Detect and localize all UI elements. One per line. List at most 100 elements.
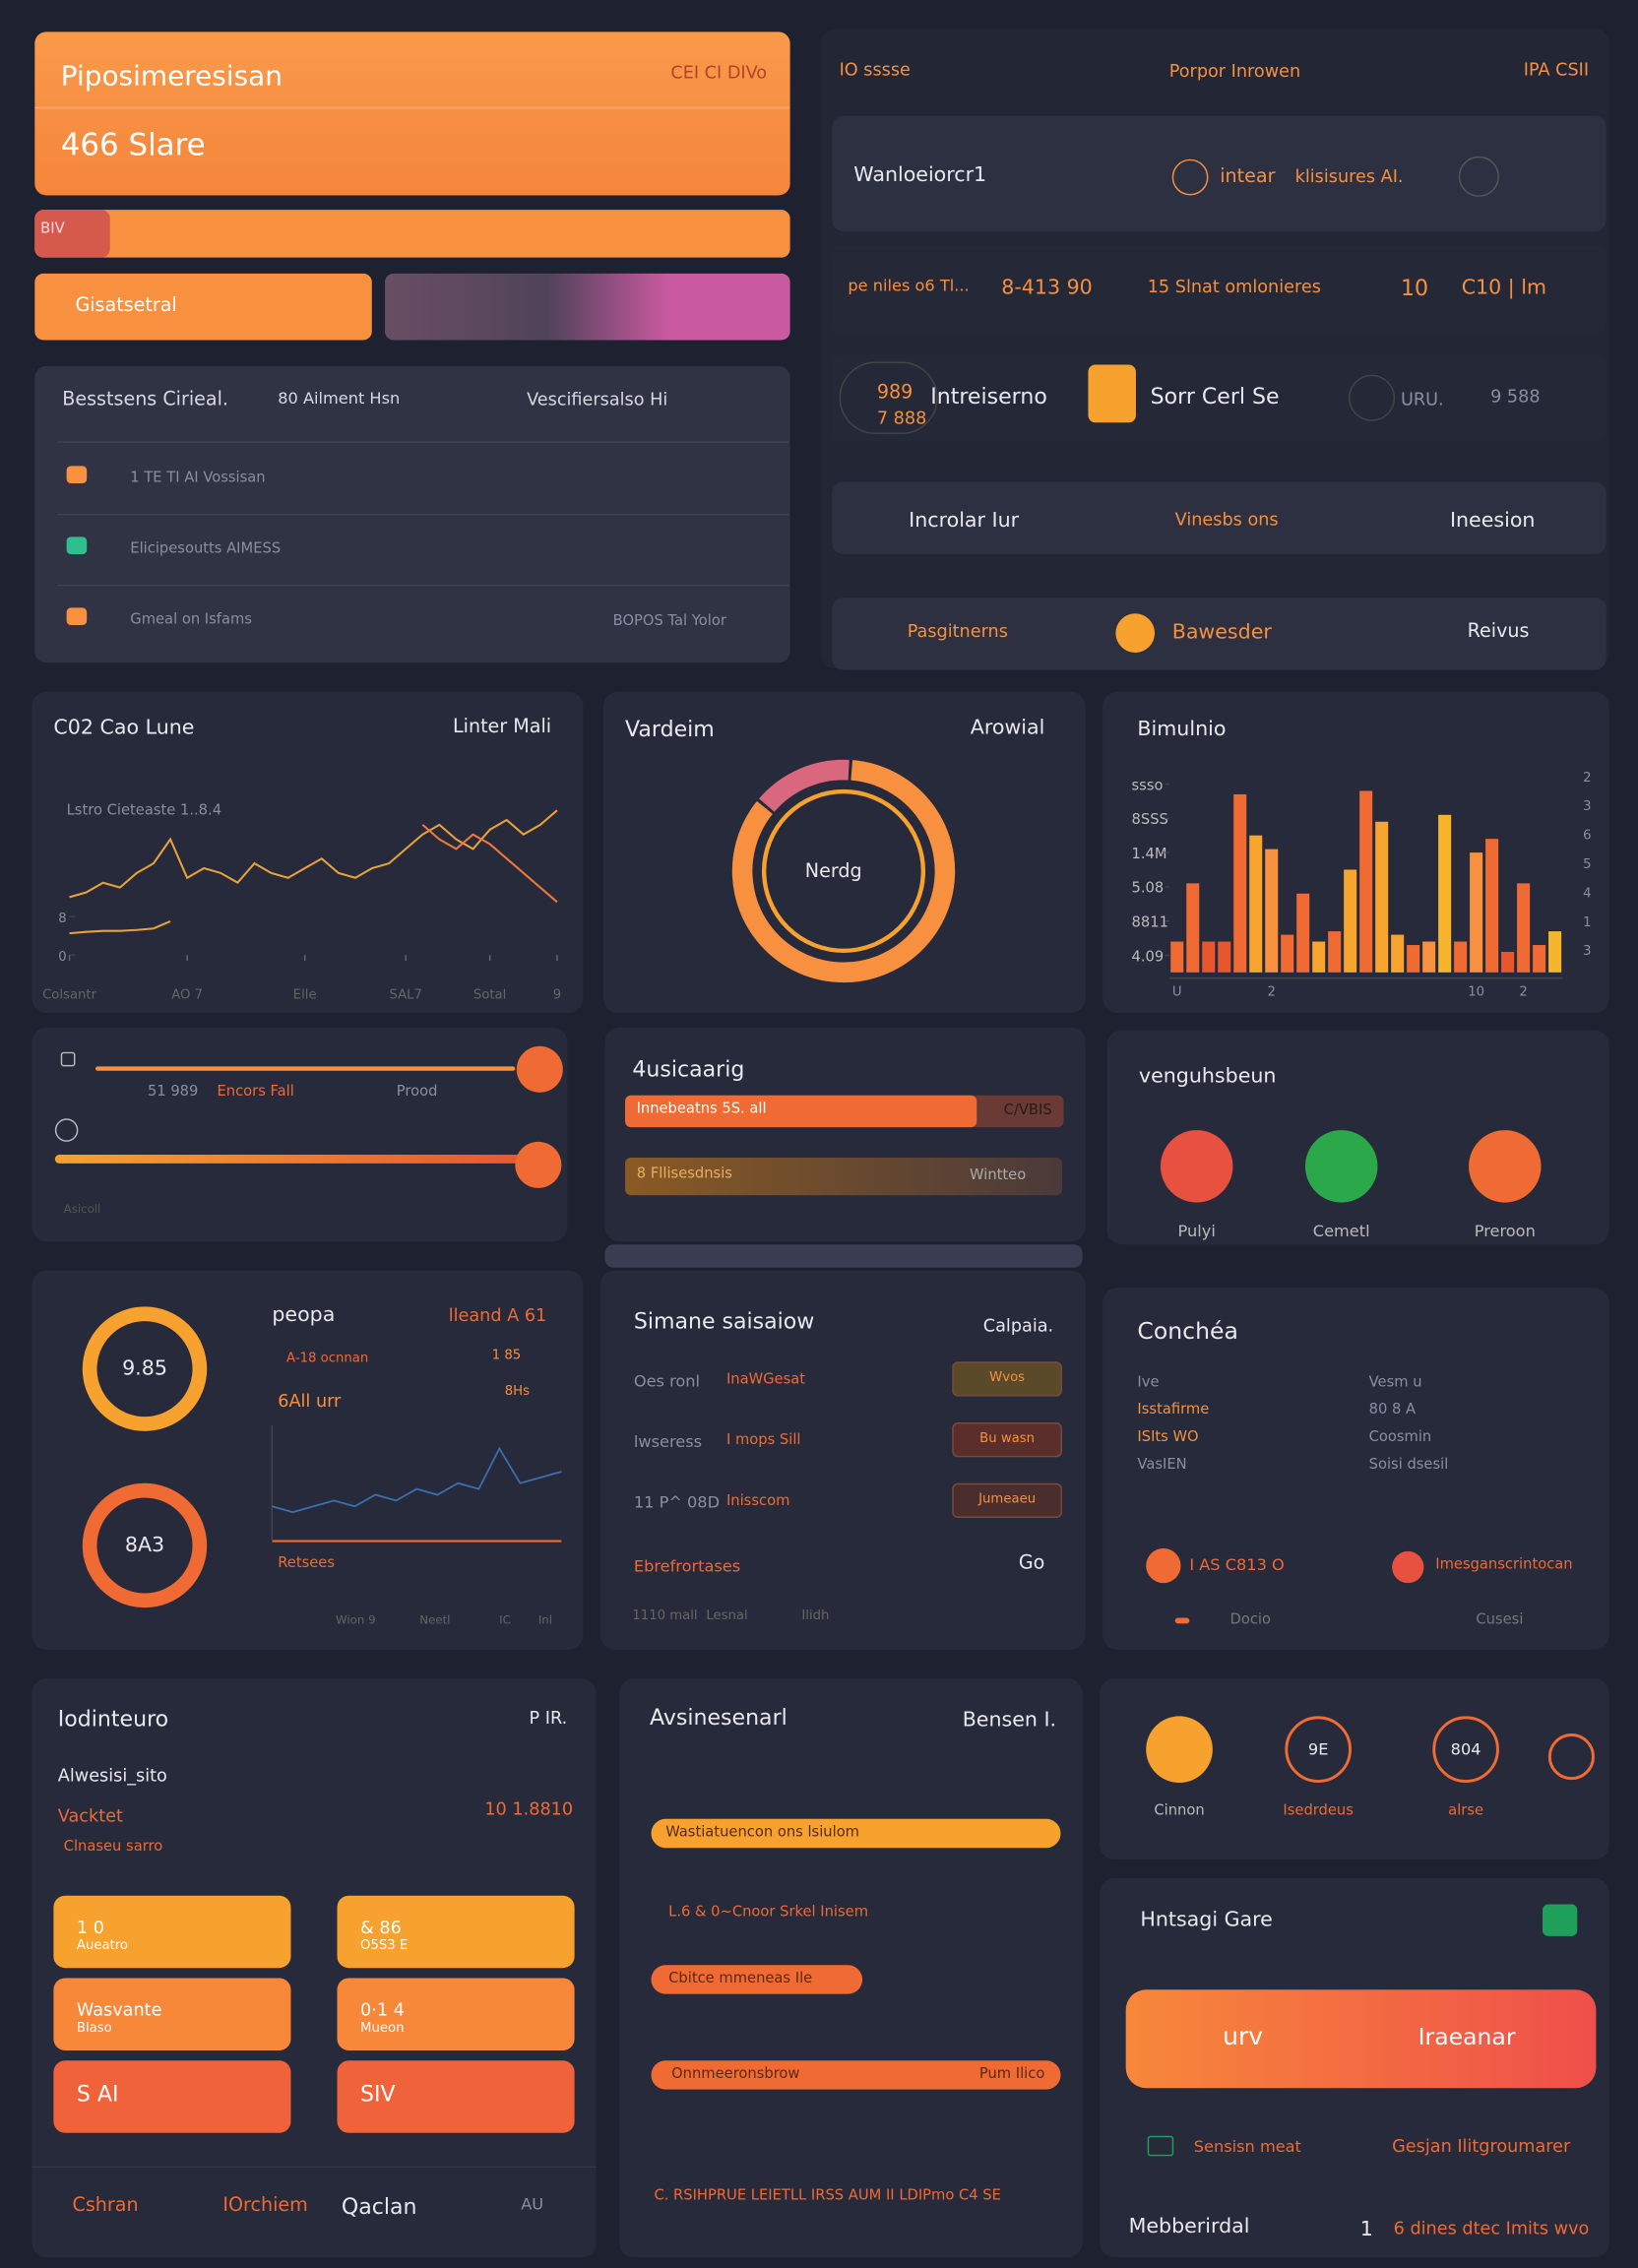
bar	[1438, 814, 1452, 973]
progress-panel	[604, 1027, 1086, 1242]
label: Mebberirdal	[1128, 2215, 1250, 2239]
tag	[952, 1422, 1062, 1458]
label: Wanloeiorcr1	[853, 163, 987, 187]
list-panel	[600, 1270, 1086, 1650]
circle-button[interactable]	[1146, 1716, 1213, 1784]
button-label[interactable]: urv	[1223, 2023, 1264, 2052]
tab[interactable]: AU	[521, 2194, 544, 2215]
y2-label: 6	[1583, 829, 1591, 844]
bar	[1249, 835, 1263, 973]
slider-knob[interactable]	[515, 1141, 562, 1188]
label: pe niles o6 Tl...	[848, 276, 970, 295]
link[interactable]: Gesjan Ilitgroumarer	[1392, 2135, 1571, 2157]
icon-button[interactable]	[1304, 1130, 1378, 1203]
button-label[interactable]: Gisatsetral	[75, 294, 177, 317]
label: Soisi dsesil	[1368, 1457, 1449, 1474]
label: Avsinesenarl	[650, 1704, 788, 1732]
label: alrse	[1448, 1802, 1484, 1819]
bar	[1296, 893, 1310, 973]
circle-button[interactable]	[1432, 1716, 1499, 1784]
label: URU.	[1400, 389, 1444, 410]
label: Retsees	[278, 1555, 336, 1572]
label: Oes ronl	[633, 1371, 701, 1391]
bar	[1186, 883, 1200, 973]
icon-button[interactable]	[1160, 1130, 1233, 1203]
label: Imesganscrintocan	[1435, 1556, 1573, 1573]
label: Onnmeeronsbrow	[671, 2066, 800, 2083]
y2-label: 3	[1583, 799, 1591, 814]
label: Elicipesoutts AIMESS	[130, 540, 282, 557]
badge	[1543, 1904, 1578, 1936]
menu-item[interactable]: Bawesder	[1171, 620, 1272, 645]
bar	[1344, 869, 1357, 973]
tile[interactable]	[53, 1978, 291, 2050]
label: VasIEN	[1137, 1457, 1187, 1474]
label: Gmeal on Isfams	[130, 611, 252, 628]
slider-knob[interactable]	[516, 1045, 563, 1093]
tab[interactable]: IOrchiem	[222, 2194, 308, 2218]
progress-bar	[651, 2060, 1061, 2090]
bar	[1517, 883, 1531, 973]
label: 80 Ailment Hsn	[278, 389, 401, 409]
label: 15 Slnat omlonieres	[1147, 276, 1321, 297]
label: C02 Cao Lune	[53, 716, 195, 740]
tab[interactable]: Cshran	[72, 2194, 139, 2218]
line-series	[272, 1446, 562, 1514]
icon-button[interactable]	[1469, 1130, 1542, 1203]
bar	[1407, 945, 1420, 973]
donut-panel	[602, 691, 1086, 1013]
row-icon	[66, 466, 88, 483]
row-line	[57, 441, 789, 443]
button[interactable]	[34, 273, 372, 341]
label: Prood	[396, 1084, 438, 1101]
y-tick-label: ssso	[1132, 777, 1164, 793]
label: Wvos	[989, 1370, 1026, 1386]
tile[interactable]	[53, 2060, 291, 2133]
tile[interactable]	[337, 1895, 575, 1969]
bar	[1328, 931, 1342, 973]
line-series	[69, 809, 558, 899]
menu-item[interactable]: Incrolar Iur	[909, 509, 1020, 533]
tile[interactable]	[337, 2060, 575, 2133]
menu-item[interactable]: Vinesbs ons	[1174, 509, 1279, 531]
label: Intreiserno	[930, 383, 1047, 410]
label: Besstsens Cirieal.	[62, 389, 229, 411]
label: 8-413 90	[1001, 276, 1093, 300]
row-line	[57, 513, 789, 516]
menu-item[interactable]: Ineesion	[1449, 509, 1536, 533]
circle-button[interactable]	[1285, 1716, 1352, 1784]
menu-item[interactable]: Pasgitnerns	[907, 620, 1008, 642]
menu-row	[832, 598, 1606, 670]
label: IO sssse	[839, 59, 911, 80]
label: klisisures AI.	[1294, 166, 1404, 187]
link[interactable]: Sensisn meat	[1193, 2137, 1301, 2157]
tab[interactable]: Qaclan	[341, 2193, 417, 2220]
tile[interactable]	[53, 1895, 291, 1969]
x-tick-label: 2	[1268, 984, 1276, 999]
label: Inl	[537, 1613, 553, 1627]
line-series	[69, 919, 171, 935]
x-tick-label: Sotal	[473, 987, 506, 1002]
card-icon	[1088, 364, 1136, 423]
label: Piposimeresisan	[60, 60, 283, 94]
label: 80 8 A	[1368, 1402, 1417, 1418]
label: 1 TE TI AI Vossisan	[130, 470, 266, 486]
bar	[1391, 934, 1405, 973]
label: Mueon	[360, 2021, 405, 2037]
x-tick-label: 9	[553, 987, 561, 1002]
icon-button	[1458, 156, 1499, 197]
label: Iodinteuro	[57, 1706, 169, 1732]
label: Simane saisaiow	[633, 1307, 815, 1335]
label: SIV	[360, 2080, 396, 2108]
menu-item[interactable]: Reivus	[1467, 620, 1530, 643]
line-chart-panel	[32, 691, 584, 1013]
label: 8A3	[124, 1534, 165, 1557]
button-label[interactable]: Iraeanar	[1418, 2023, 1516, 2050]
menu-row	[832, 481, 1606, 555]
label: Sorr Cerl Se	[1150, 383, 1280, 410]
primary-button[interactable]	[1125, 1989, 1597, 2089]
label: 1	[1359, 2218, 1373, 2242]
tile[interactable]	[337, 1978, 575, 2050]
bar	[1281, 934, 1294, 973]
